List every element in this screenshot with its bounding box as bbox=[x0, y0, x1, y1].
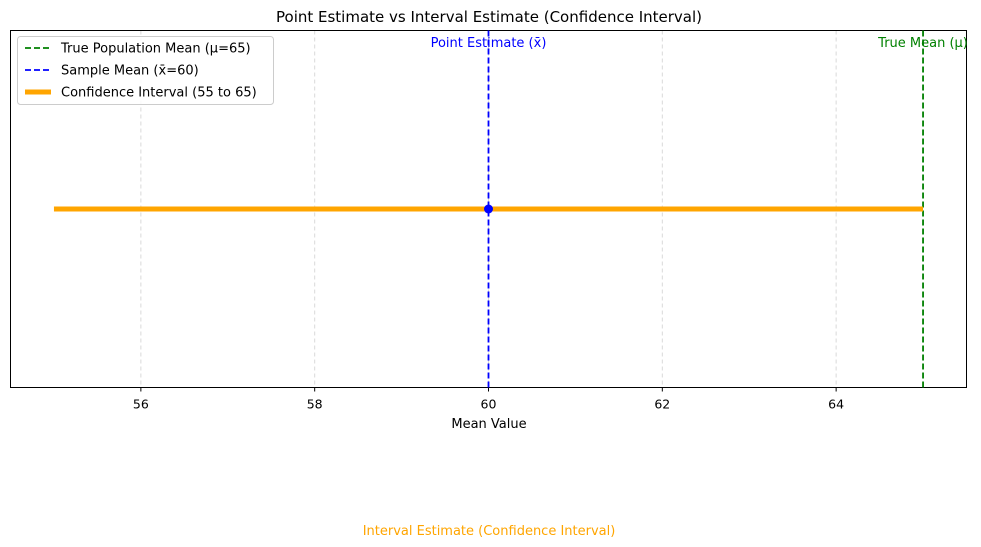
chart-title: Point Estimate vs Interval Estimate (Con… bbox=[276, 8, 702, 26]
footer-text: Interval Estimate (Confidence Interval) bbox=[363, 524, 616, 539]
x-tick-label: 64 bbox=[828, 397, 844, 412]
x-axis-ticks: 56 58 60 62 64 bbox=[133, 387, 844, 412]
series-layer bbox=[53, 30, 924, 388]
annotations: Point Estimate (x̄) True Mean (μ) bbox=[431, 36, 968, 51]
legend: True Population Mean (μ=65) Sample Mean (… bbox=[17, 36, 274, 105]
true-mean-annotation: True Mean (μ) bbox=[877, 36, 968, 51]
point-estimate-marker bbox=[484, 204, 493, 214]
x-tick-label: 58 bbox=[307, 397, 323, 412]
legend-label-1: Sample Mean (x̄=60) bbox=[61, 64, 199, 79]
legend-label-0: True Population Mean (μ=65) bbox=[60, 42, 251, 57]
x-tick-label: 60 bbox=[481, 397, 497, 412]
x-tick-label: 62 bbox=[654, 397, 670, 412]
legend-label-2: Confidence Interval (55 to 65) bbox=[61, 86, 257, 101]
x-axis-label: Mean Value bbox=[451, 417, 526, 432]
point-estimate-annotation: Point Estimate (x̄) bbox=[431, 36, 547, 51]
x-tick-label: 56 bbox=[133, 397, 149, 412]
legend-box bbox=[17, 36, 274, 105]
